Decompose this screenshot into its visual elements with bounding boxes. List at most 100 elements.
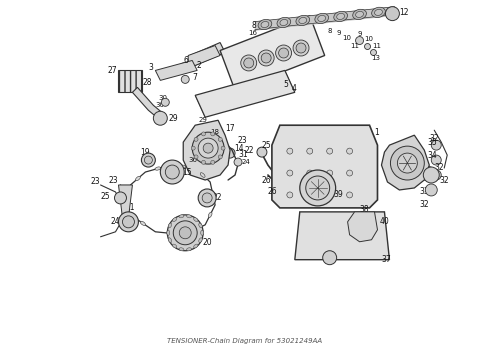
Ellipse shape <box>124 197 127 203</box>
Ellipse shape <box>179 227 191 239</box>
Ellipse shape <box>193 228 198 232</box>
Ellipse shape <box>431 170 441 180</box>
Polygon shape <box>188 45 220 66</box>
Polygon shape <box>119 185 132 218</box>
Ellipse shape <box>181 75 189 84</box>
Text: 25: 25 <box>262 141 271 150</box>
Ellipse shape <box>165 165 179 179</box>
Polygon shape <box>382 135 429 190</box>
Ellipse shape <box>172 244 177 248</box>
Text: 13: 13 <box>371 55 381 62</box>
Ellipse shape <box>300 170 336 206</box>
Text: 14: 14 <box>234 144 244 153</box>
Ellipse shape <box>307 170 313 176</box>
Ellipse shape <box>225 148 235 158</box>
Ellipse shape <box>198 138 218 158</box>
Text: 26: 26 <box>262 176 271 185</box>
Polygon shape <box>272 125 377 208</box>
Text: 35: 35 <box>427 138 437 147</box>
Ellipse shape <box>261 22 269 28</box>
Ellipse shape <box>346 170 353 176</box>
Ellipse shape <box>208 212 212 218</box>
Ellipse shape <box>431 140 441 150</box>
Ellipse shape <box>172 217 177 221</box>
Ellipse shape <box>293 40 309 56</box>
Text: 34: 34 <box>427 150 437 159</box>
Ellipse shape <box>115 192 126 204</box>
Ellipse shape <box>200 173 205 177</box>
Text: 40: 40 <box>379 217 389 226</box>
Ellipse shape <box>318 15 326 22</box>
Ellipse shape <box>296 43 306 53</box>
Ellipse shape <box>179 248 184 251</box>
Text: TENSIONER-Chain Diagram for 53021249AA: TENSIONER-Chain Diagram for 53021249AA <box>168 338 322 345</box>
Ellipse shape <box>155 167 161 170</box>
Ellipse shape <box>287 170 293 176</box>
Ellipse shape <box>234 158 242 166</box>
Text: 19: 19 <box>141 148 150 157</box>
Text: 33: 33 <box>419 188 429 197</box>
Ellipse shape <box>323 251 337 265</box>
Ellipse shape <box>258 50 274 66</box>
Ellipse shape <box>337 13 344 19</box>
Polygon shape <box>190 42 225 66</box>
Text: 38: 38 <box>360 206 369 215</box>
Ellipse shape <box>309 190 318 200</box>
Ellipse shape <box>211 190 214 197</box>
Ellipse shape <box>371 7 385 18</box>
Ellipse shape <box>122 216 134 228</box>
Ellipse shape <box>191 146 195 150</box>
Text: 30: 30 <box>155 102 164 108</box>
Ellipse shape <box>218 155 222 159</box>
Text: 23: 23 <box>237 136 246 145</box>
Polygon shape <box>347 212 377 242</box>
Ellipse shape <box>327 170 333 176</box>
Text: 27: 27 <box>107 66 117 75</box>
Text: 2: 2 <box>196 61 201 70</box>
Text: 6: 6 <box>183 56 188 65</box>
Ellipse shape <box>218 138 222 141</box>
Ellipse shape <box>397 153 417 173</box>
Ellipse shape <box>307 192 313 198</box>
Ellipse shape <box>296 15 310 26</box>
Ellipse shape <box>277 17 291 28</box>
Polygon shape <box>195 71 295 117</box>
Text: 36: 36 <box>188 157 197 163</box>
Ellipse shape <box>194 217 198 221</box>
Text: 19: 19 <box>306 193 316 202</box>
Ellipse shape <box>194 138 198 141</box>
Text: 16: 16 <box>248 30 257 36</box>
Ellipse shape <box>194 155 198 159</box>
Ellipse shape <box>202 193 212 203</box>
Text: 10: 10 <box>365 36 373 41</box>
Ellipse shape <box>386 7 399 21</box>
Ellipse shape <box>244 58 254 68</box>
Ellipse shape <box>145 156 152 164</box>
Ellipse shape <box>179 215 184 218</box>
Text: 23: 23 <box>91 177 100 186</box>
Ellipse shape <box>167 230 170 235</box>
Text: 32: 32 <box>434 163 444 172</box>
Ellipse shape <box>356 37 364 45</box>
Text: 9: 9 <box>337 30 341 36</box>
Text: 29: 29 <box>198 117 207 123</box>
Ellipse shape <box>173 221 197 245</box>
Text: 37: 37 <box>382 255 391 264</box>
Ellipse shape <box>307 148 313 154</box>
Ellipse shape <box>299 17 307 23</box>
Text: 22: 22 <box>244 145 253 154</box>
Text: 25: 25 <box>100 193 110 202</box>
Ellipse shape <box>199 238 202 243</box>
Text: 7: 7 <box>192 73 197 82</box>
Ellipse shape <box>258 19 272 30</box>
Text: 26: 26 <box>268 188 277 197</box>
Ellipse shape <box>161 98 169 106</box>
Text: 8: 8 <box>252 21 257 30</box>
Text: 8: 8 <box>328 28 332 33</box>
Polygon shape <box>132 87 165 120</box>
Ellipse shape <box>180 62 190 72</box>
Ellipse shape <box>280 19 288 26</box>
Text: 32: 32 <box>429 134 439 143</box>
Text: 22: 22 <box>212 193 221 202</box>
Ellipse shape <box>199 223 202 228</box>
